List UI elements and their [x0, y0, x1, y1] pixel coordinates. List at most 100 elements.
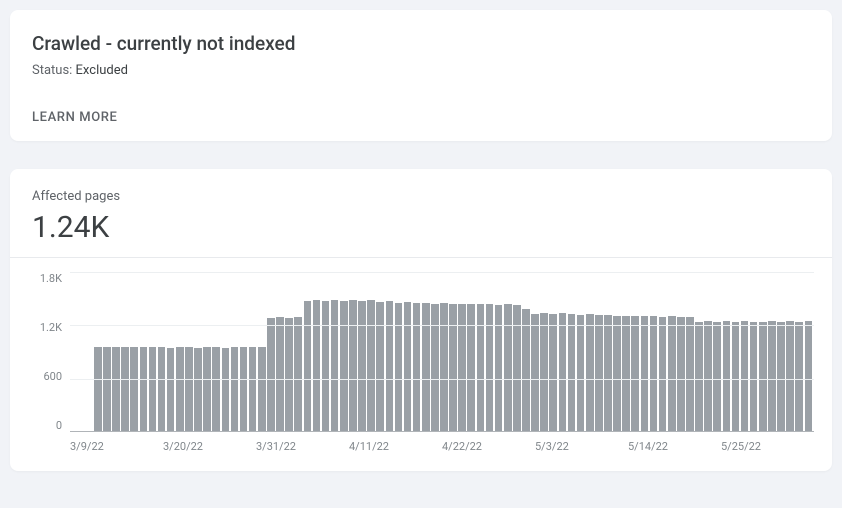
chart-bar	[331, 300, 339, 432]
chart-bar	[276, 317, 284, 432]
learn-more-button[interactable]: LEARN MORE	[32, 110, 117, 125]
chart-bar	[477, 304, 485, 432]
chart-bar	[367, 300, 375, 432]
chart-bar	[495, 305, 503, 432]
chart-bar	[741, 321, 749, 432]
chart-bar	[130, 347, 138, 432]
grid-line	[70, 325, 814, 326]
chart-bar	[222, 348, 230, 432]
chart-bar	[586, 314, 594, 432]
chart-bar	[112, 347, 120, 432]
chart-bar	[568, 314, 576, 432]
y-axis: 1.8K1.2K6000	[28, 272, 70, 432]
metric-label: Affected pages	[32, 189, 810, 204]
chart-bars	[70, 272, 814, 432]
chart-bar	[395, 303, 403, 432]
chart-bar	[650, 316, 658, 432]
chart-bar	[376, 302, 384, 432]
y-tick: 1.8K	[40, 272, 62, 285]
x-tick: 3/31/22	[256, 440, 349, 453]
chart-plot	[70, 272, 814, 432]
y-tick: 0	[56, 419, 62, 432]
chart-area: 1.8K1.2K6000 3/9/223/20/223/31/224/11/22…	[10, 258, 832, 471]
grid-line	[70, 379, 814, 380]
chart-bar	[577, 315, 585, 432]
chart-bar	[103, 347, 111, 432]
chart-bar	[422, 303, 430, 432]
chart-bar	[258, 347, 266, 432]
chart-bar	[285, 318, 293, 432]
chart-bar	[231, 347, 239, 432]
x-tick: 4/11/22	[349, 440, 442, 453]
chart-bar	[140, 347, 148, 432]
chart-bar	[631, 316, 639, 432]
chart-bar	[304, 301, 312, 432]
chart-card: Affected pages 1.24K 1.8K1.2K6000 3/9/22…	[10, 169, 832, 471]
chart-bar	[595, 315, 603, 432]
chart-bar	[404, 302, 412, 432]
chart-baseline	[70, 431, 814, 432]
x-tick: 4/22/22	[442, 440, 535, 453]
chart-bar	[795, 322, 803, 432]
chart-bar	[340, 301, 348, 432]
chart-bar	[94, 347, 102, 432]
chart-bar	[641, 316, 649, 432]
chart-bar	[212, 347, 220, 432]
chart-bar	[750, 322, 758, 432]
chart-bar	[313, 300, 321, 432]
chart-bar	[349, 300, 357, 432]
chart-bar	[559, 313, 567, 432]
chart-bar	[677, 317, 685, 432]
chart-bar	[322, 301, 330, 432]
chart-bar	[176, 347, 184, 432]
chart-bar	[449, 304, 457, 432]
chart-bar	[267, 318, 275, 432]
chart-bar	[786, 321, 794, 432]
chart-bar	[194, 348, 202, 432]
x-tick: 3/20/22	[163, 440, 256, 453]
chart-bar	[604, 315, 612, 432]
chart-bar	[613, 316, 621, 432]
metric-value: 1.24K	[32, 210, 810, 245]
chart-bar	[522, 309, 530, 432]
chart-bar	[759, 322, 767, 432]
page-title: Crawled - currently not indexed	[32, 32, 810, 55]
chart-bar	[513, 305, 521, 432]
chart-bar	[777, 322, 785, 432]
x-tick: 5/14/22	[628, 440, 721, 453]
chart-bar	[467, 304, 475, 432]
chart-bar	[203, 347, 211, 432]
chart-bar	[185, 347, 193, 432]
chart-bar	[704, 321, 712, 432]
chart-bar	[294, 317, 302, 432]
chart-bar	[531, 314, 539, 432]
chart-bar	[686, 317, 694, 432]
chart-bar	[486, 304, 494, 432]
chart-bar	[622, 316, 630, 432]
chart-bar	[540, 313, 548, 432]
status-card: Crawled - currently not indexed Status: …	[10, 10, 832, 141]
chart-bar	[413, 303, 421, 432]
chart-bar	[732, 322, 740, 432]
chart-bar	[249, 347, 257, 432]
x-tick: 5/3/22	[535, 440, 628, 453]
chart-bar	[458, 304, 466, 432]
x-tick: 5/25/22	[721, 440, 814, 453]
y-tick: 600	[43, 370, 62, 383]
x-tick: 3/9/22	[70, 440, 163, 453]
chart-bar	[768, 321, 776, 432]
chart-bar	[723, 321, 731, 432]
chart-bar	[358, 301, 366, 432]
chart-bar	[440, 303, 448, 432]
status-line: Status: Excluded	[32, 63, 810, 78]
chart-bar	[158, 347, 166, 432]
chart-bar	[713, 322, 721, 432]
status-value: Excluded	[76, 63, 128, 78]
chart-bar	[431, 304, 439, 432]
chart-bar	[240, 347, 248, 432]
chart-bar	[668, 316, 676, 432]
chart-bar	[149, 347, 157, 432]
chart-bar	[549, 314, 557, 432]
chart-bar	[504, 304, 512, 432]
chart-bar	[386, 301, 394, 432]
